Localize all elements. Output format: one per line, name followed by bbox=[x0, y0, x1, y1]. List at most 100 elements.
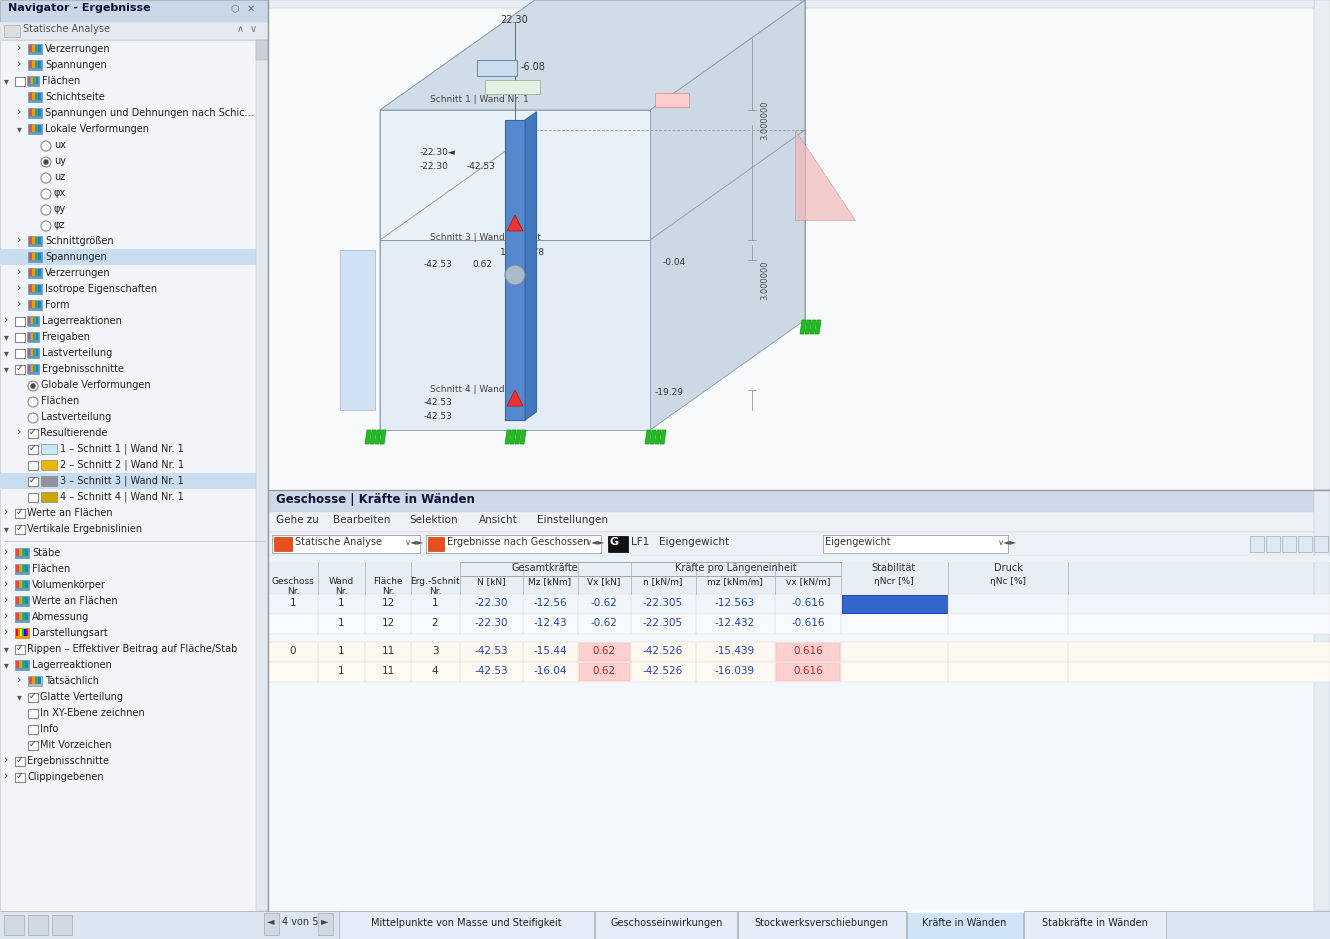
Bar bbox=[579, 643, 630, 661]
Text: ▾: ▾ bbox=[4, 524, 9, 534]
Bar bbox=[23, 661, 25, 668]
Bar bbox=[24, 629, 27, 636]
Text: ▾: ▾ bbox=[4, 364, 9, 374]
Text: -16.039: -16.039 bbox=[716, 666, 755, 676]
Text: ✓: ✓ bbox=[29, 444, 36, 453]
Text: 1.78: 1.78 bbox=[525, 248, 545, 257]
Text: -6.00: -6.00 bbox=[479, 62, 504, 72]
Bar bbox=[35, 253, 39, 260]
Bar bbox=[32, 109, 35, 116]
Bar bbox=[273, 535, 420, 553]
Bar bbox=[32, 237, 35, 244]
Text: -42.526: -42.526 bbox=[642, 646, 684, 656]
Bar bbox=[269, 0, 1314, 8]
Bar bbox=[1314, 536, 1327, 552]
Polygon shape bbox=[654, 430, 661, 444]
Text: Ergebnisschnitte: Ergebnisschnitte bbox=[27, 756, 109, 766]
Text: Isotrope Eigenschaften: Isotrope Eigenschaften bbox=[45, 284, 157, 294]
Polygon shape bbox=[810, 320, 817, 334]
Polygon shape bbox=[525, 112, 536, 420]
Polygon shape bbox=[375, 430, 380, 444]
Circle shape bbox=[28, 413, 39, 423]
Text: 4 von 5: 4 von 5 bbox=[282, 917, 318, 927]
Bar bbox=[32, 93, 35, 100]
Text: 0.616: 0.616 bbox=[793, 646, 823, 656]
Text: G: G bbox=[610, 537, 620, 547]
Text: -42.53: -42.53 bbox=[475, 646, 508, 656]
Text: Nr.: Nr. bbox=[335, 587, 347, 596]
Text: Volumenkörper: Volumenkörper bbox=[32, 580, 106, 590]
Text: Mittelpunkte von Masse und Steifigkeit: Mittelpunkte von Masse und Steifigkeit bbox=[371, 918, 561, 928]
Bar bbox=[35, 93, 39, 100]
Bar bbox=[28, 349, 31, 356]
Bar bbox=[28, 77, 31, 84]
Text: ▾: ▾ bbox=[4, 660, 9, 670]
Text: -0.616: -0.616 bbox=[791, 598, 825, 608]
Polygon shape bbox=[660, 430, 666, 444]
Text: Werte an Flächen: Werte an Flächen bbox=[27, 508, 113, 518]
Text: Kräfte in Wänden: Kräfte in Wänden bbox=[923, 918, 1007, 928]
Bar bbox=[28, 676, 43, 686]
Text: ▾: ▾ bbox=[17, 124, 21, 134]
Text: ◄: ◄ bbox=[267, 916, 275, 926]
Text: 1: 1 bbox=[338, 666, 344, 676]
Bar bbox=[28, 268, 43, 278]
Text: -19.29: -19.29 bbox=[654, 388, 684, 397]
Bar bbox=[25, 661, 28, 668]
Text: Flächen: Flächen bbox=[43, 76, 80, 86]
Bar bbox=[36, 333, 37, 340]
Text: Lagerreaktionen: Lagerreaktionen bbox=[43, 316, 122, 326]
Text: Schnittgrößen: Schnittgrößen bbox=[45, 236, 113, 246]
Text: Vertikale Ergebnislinien: Vertikale Ergebnislinien bbox=[27, 524, 142, 534]
Text: -22.30: -22.30 bbox=[420, 162, 450, 171]
Bar bbox=[15, 349, 25, 358]
Text: Stabilität: Stabilität bbox=[872, 563, 916, 573]
Polygon shape bbox=[805, 320, 811, 334]
Text: -16.04: -16.04 bbox=[533, 666, 567, 676]
Circle shape bbox=[28, 381, 39, 391]
Bar bbox=[41, 444, 57, 454]
Circle shape bbox=[41, 173, 51, 183]
Text: ›: › bbox=[4, 627, 8, 637]
Bar bbox=[39, 677, 41, 684]
Bar bbox=[775, 663, 841, 681]
Bar bbox=[39, 301, 41, 308]
Bar bbox=[31, 349, 32, 356]
Bar bbox=[23, 581, 25, 588]
Text: Nr.: Nr. bbox=[287, 587, 299, 596]
Bar bbox=[28, 709, 39, 718]
Text: Wand: Wand bbox=[329, 577, 354, 586]
Text: 3.000000: 3.000000 bbox=[759, 260, 769, 300]
Text: ›: › bbox=[17, 299, 21, 309]
Polygon shape bbox=[650, 430, 656, 444]
Bar bbox=[35, 237, 39, 244]
Circle shape bbox=[41, 221, 51, 231]
Text: Statische Analyse: Statische Analyse bbox=[295, 537, 382, 547]
Text: 0.62: 0.62 bbox=[472, 260, 492, 269]
Bar bbox=[28, 333, 31, 340]
Bar bbox=[33, 317, 35, 324]
Bar bbox=[32, 61, 35, 68]
Text: Spannungen: Spannungen bbox=[45, 252, 106, 262]
Bar bbox=[255, 40, 269, 60]
Text: Eigengewicht: Eigengewicht bbox=[825, 537, 891, 547]
Text: -12.563: -12.563 bbox=[716, 598, 755, 608]
Bar bbox=[16, 613, 19, 620]
Bar bbox=[15, 612, 29, 622]
Text: Nr.: Nr. bbox=[428, 587, 442, 596]
Bar bbox=[16, 597, 19, 604]
Text: Geschoss: Geschoss bbox=[271, 577, 314, 586]
Text: Navigator - Ergebnisse: Navigator - Ergebnisse bbox=[8, 3, 150, 13]
Bar bbox=[35, 109, 39, 116]
Bar bbox=[31, 317, 32, 324]
Text: Info: Info bbox=[40, 724, 59, 734]
Polygon shape bbox=[795, 130, 855, 220]
Text: ✓: ✓ bbox=[16, 364, 24, 373]
Bar bbox=[16, 549, 19, 556]
Text: ux: ux bbox=[55, 140, 66, 150]
Bar bbox=[32, 253, 35, 260]
Text: Gesamtkräfte: Gesamtkräfte bbox=[512, 563, 579, 573]
Text: ›: › bbox=[17, 107, 21, 117]
Bar bbox=[269, 614, 1330, 634]
Text: 8.52: 8.52 bbox=[657, 95, 678, 105]
